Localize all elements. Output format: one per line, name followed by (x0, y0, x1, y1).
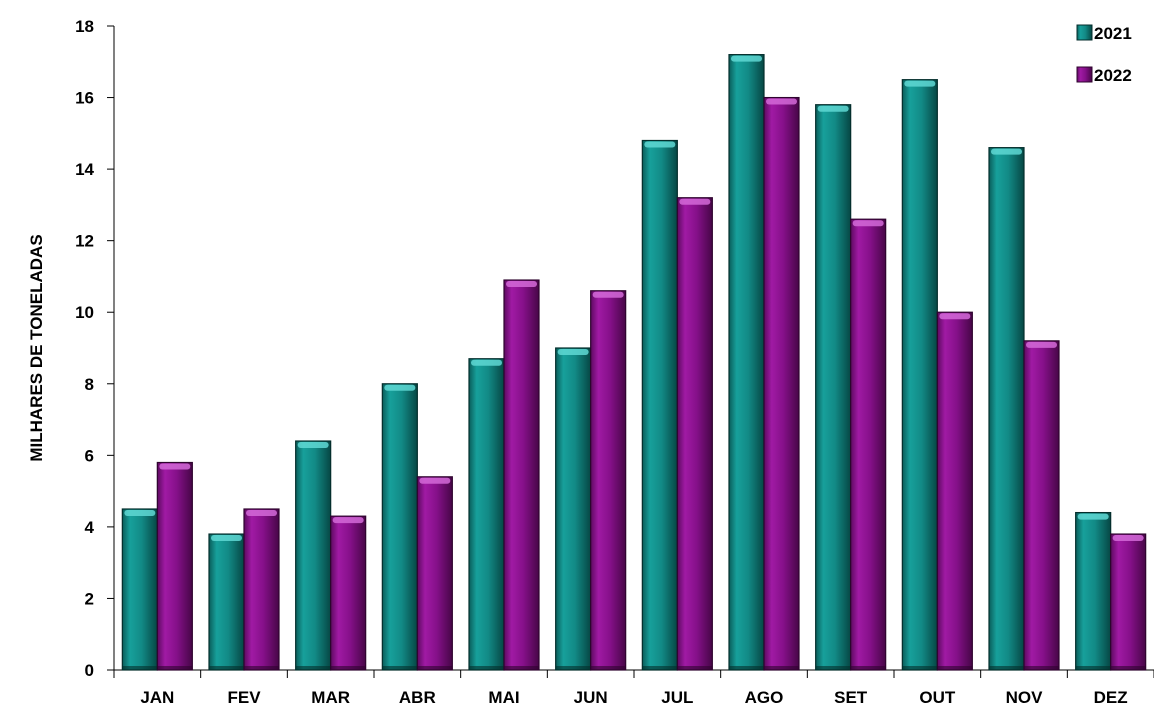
legend-label: 2021 (1094, 24, 1132, 43)
legend-item-2022: 2022 (1076, 66, 1132, 85)
bar-2021-fev (208, 533, 245, 671)
x-tick-label: JAN (140, 688, 174, 707)
y-tick-label: 8 (85, 375, 94, 394)
bar-2021-abr (381, 383, 418, 671)
bar-2022-mai (503, 279, 540, 671)
legend-swatch (1076, 66, 1093, 83)
y-tick-label: 16 (75, 89, 94, 108)
bar-2021-dez (1075, 511, 1112, 671)
y-tick-label: 2 (85, 589, 94, 608)
bar-2022-ago (763, 96, 800, 671)
legend-item-2021: 2021 (1076, 24, 1132, 43)
x-tick-label: NOV (1006, 688, 1044, 707)
bar-2021-nov (988, 147, 1025, 671)
legend-label: 2022 (1094, 66, 1132, 85)
bar-2021-set (815, 104, 852, 671)
x-tick-label: SET (834, 688, 868, 707)
bar-2022-jan (156, 461, 193, 671)
x-tick-label: JUL (661, 688, 693, 707)
bar-2021-ago (728, 54, 765, 671)
legend-swatch (1076, 24, 1093, 41)
bar-2021-mai (468, 358, 505, 671)
y-tick-label: 18 (75, 17, 94, 36)
bar-2022-set (850, 218, 887, 671)
x-tick-label: OUT (919, 688, 956, 707)
bar-2022-mar (330, 515, 367, 671)
y-tick-label: 6 (85, 446, 94, 465)
bar-2022-nov (1023, 340, 1060, 671)
bar-2022-jul (676, 197, 713, 671)
bar-2022-abr (416, 476, 453, 671)
y-axis-title: MILHARES DE TONELADAS (27, 234, 46, 461)
bar-2021-out (901, 79, 938, 671)
y-tick-label: 10 (75, 303, 94, 322)
bar-2021-jun (555, 347, 592, 671)
bar-2021-jan (121, 508, 158, 671)
bar-2021-mar (295, 440, 332, 671)
y-tick-label: 0 (85, 661, 94, 680)
y-tick-label: 12 (75, 232, 94, 251)
x-tick-label: FEV (227, 688, 261, 707)
x-tick-label: JUN (574, 688, 608, 707)
bar-2022-jun (590, 290, 627, 671)
x-tick-label: MAR (311, 688, 350, 707)
bar-2022-fev (243, 508, 280, 671)
bar-2021-jul (641, 139, 678, 671)
bar-2022-out (936, 311, 973, 671)
bar-2022-dez (1110, 533, 1147, 671)
x-tick-label: DEZ (1094, 688, 1128, 707)
y-tick-label: 14 (75, 160, 94, 179)
x-tick-label: AGO (745, 688, 784, 707)
y-tick-label: 4 (85, 518, 95, 537)
x-tick-label: ABR (399, 688, 436, 707)
x-tick-label: MAI (488, 688, 519, 707)
